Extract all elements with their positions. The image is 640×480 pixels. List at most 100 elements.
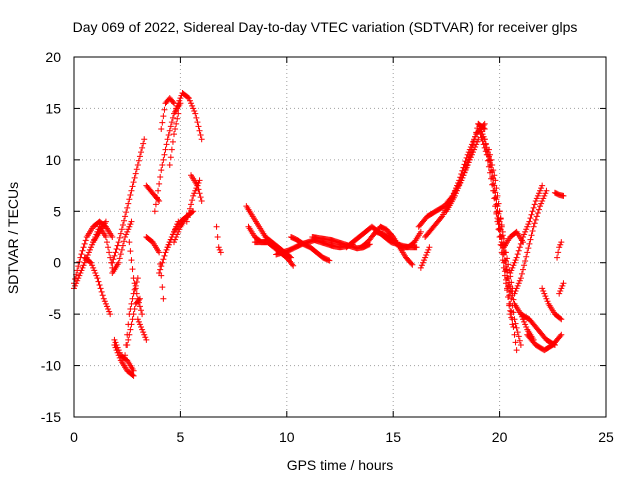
data-point [514,282,521,289]
data-point [522,321,529,328]
series-t46 [511,187,550,297]
x-tick-label: 10 [279,429,295,445]
x-tick-label: 25 [598,429,614,445]
data-point [99,292,106,299]
data-point [495,200,502,207]
data-point [123,209,130,216]
series-t48 [524,331,565,354]
data-point [477,131,484,138]
data-point [77,270,84,276]
data-point [100,295,107,302]
series-t15 [151,100,184,215]
data-point [172,236,179,243]
data-point [197,194,204,201]
data-point [151,208,158,215]
data-point [160,256,167,263]
data-point [325,257,332,264]
data-point [493,209,500,216]
data-point [86,258,93,265]
data-point [157,174,164,180]
data-point [198,198,205,204]
data-point [131,280,138,287]
data-point [438,214,445,221]
data-point [84,252,91,258]
data-point [538,200,545,207]
data-point [460,172,467,179]
data-point [124,342,131,348]
data-point [122,213,129,220]
data-point [118,246,125,253]
data-point [488,156,495,163]
data-point [498,222,505,228]
data-point [116,349,123,356]
data-point [138,307,145,314]
data-point [326,257,333,264]
data-point [136,153,143,160]
data-point [544,298,551,305]
data-point [129,295,136,302]
data-point [555,249,562,256]
data-point [134,316,141,323]
data-point [523,253,530,260]
data-point [117,230,124,237]
data-point [510,262,517,269]
series-t2 [71,218,116,287]
data-point [530,204,537,211]
data-point [175,110,182,117]
data-point [492,203,499,210]
data-point [533,195,540,202]
y-tick-labels: -15 -10 -5 0 5 10 15 20 [41,49,61,425]
data-point [539,198,546,204]
data-point [102,234,109,240]
data-point [141,136,148,143]
data-point [197,132,204,138]
data-point [92,234,99,240]
data-point [171,131,178,138]
data-point [507,288,514,295]
data-point [191,108,198,114]
data-point [141,331,148,338]
series-t16 [158,95,178,132]
data-point [156,249,163,256]
data-point [516,277,523,284]
data-point [127,248,134,255]
data-point [81,240,88,247]
data-point [523,226,530,233]
x-tick-label: 20 [492,429,508,445]
data-point [524,249,531,256]
data-point [96,282,103,288]
data-point [119,242,126,249]
data-point [173,234,180,240]
data-point [481,136,488,143]
data-point [560,192,567,199]
data-point [491,172,498,179]
data-point [522,258,529,264]
data-point [190,192,197,199]
data-point [198,136,205,143]
data-point [102,218,109,225]
data-point [419,259,426,266]
data-point [174,102,181,109]
data-point [135,157,142,164]
data-point [513,254,520,261]
data-point [504,287,511,294]
x-tick-labels: 0 5 10 15 20 25 [70,429,614,445]
data-point [466,153,473,159]
data-point [128,321,135,328]
data-point [454,187,461,194]
data-point [155,187,162,194]
data-point [115,347,122,354]
data-point [162,249,169,256]
data-point [509,264,516,271]
data-point [517,240,524,247]
data-point [169,99,176,105]
data-point [131,174,138,181]
series-t22 [183,177,203,225]
data-point [156,180,163,187]
data-point [138,149,145,156]
data-point [529,228,536,234]
data-point [468,141,475,148]
data-point [93,272,100,279]
data-point [496,218,503,225]
data-point [184,94,191,101]
